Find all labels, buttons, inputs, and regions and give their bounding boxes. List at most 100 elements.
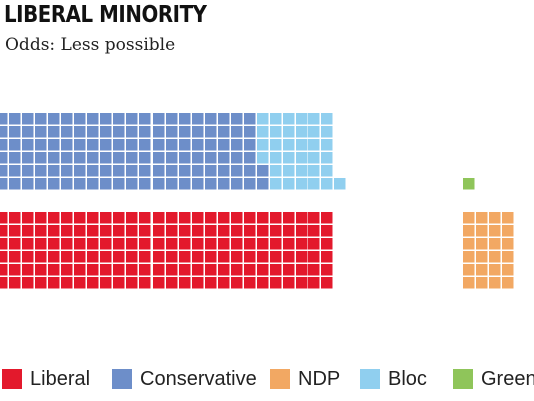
- seat-ndp: [489, 212, 501, 224]
- seat-conservative: [74, 113, 86, 125]
- seat-liberal: [257, 264, 269, 276]
- seat-bloc: [308, 178, 320, 190]
- seat-conservative: [139, 139, 151, 151]
- seat-liberal: [218, 238, 230, 250]
- seat-liberal: [126, 238, 138, 250]
- seat-conservative: [126, 178, 138, 190]
- seat-liberal: [296, 264, 308, 276]
- seat-conservative: [244, 165, 256, 177]
- seat-conservative: [100, 165, 112, 177]
- seat-conservative: [113, 139, 125, 151]
- seat-liberal: [139, 212, 151, 224]
- seat-liberal: [218, 264, 230, 276]
- seat-bloc: [283, 178, 295, 190]
- seat-liberal: [283, 225, 295, 237]
- seat-conservative: [231, 165, 243, 177]
- seat-liberal: [87, 238, 99, 250]
- seat-conservative: [61, 113, 73, 125]
- seat-ndp: [489, 251, 501, 263]
- seat-conservative: [61, 139, 73, 151]
- seat-conservative: [22, 113, 34, 125]
- seat-liberal: [270, 277, 282, 289]
- seat-liberal: [257, 251, 269, 263]
- seat-liberal: [9, 277, 21, 289]
- seat-bloc: [308, 165, 320, 177]
- seat-conservative: [113, 126, 125, 138]
- seat-conservative: [205, 139, 217, 151]
- seat-liberal: [321, 277, 333, 289]
- seat-conservative: [113, 152, 125, 164]
- seat-liberal: [35, 212, 47, 224]
- seat-bloc: [334, 178, 346, 190]
- seat-liberal: [153, 238, 165, 250]
- seat-conservative: [231, 178, 243, 190]
- seat-bloc: [308, 113, 320, 125]
- seat-conservative: [205, 165, 217, 177]
- seat-conservative: [166, 152, 178, 164]
- seat-liberal: [205, 225, 217, 237]
- seat-liberal: [139, 225, 151, 237]
- legend-label-bloc: Bloc: [388, 368, 427, 390]
- seat-bloc: [321, 152, 333, 164]
- seat-conservative: [192, 165, 204, 177]
- seat-conservative: [48, 165, 60, 177]
- seat-liberal: [244, 251, 256, 263]
- seat-conservative: [139, 165, 151, 177]
- seat-liberal: [231, 251, 243, 263]
- seat-liberal: [179, 212, 191, 224]
- seat-conservative: [48, 178, 60, 190]
- chart-subtitle: Odds: Less possible: [5, 35, 176, 55]
- seat-liberal: [308, 264, 320, 276]
- seat-bloc: [296, 139, 308, 151]
- seat-liberal: [296, 238, 308, 250]
- seat-conservative: [126, 139, 138, 151]
- seat-liberal: [192, 264, 204, 276]
- seat-conservative: [35, 126, 47, 138]
- seat-conservative: [0, 152, 8, 164]
- seat-conservative: [100, 139, 112, 151]
- seat-liberal: [48, 225, 60, 237]
- seat-liberal: [244, 212, 256, 224]
- seat-liberal: [192, 277, 204, 289]
- seat-liberal: [308, 251, 320, 263]
- seat-liberal: [35, 225, 47, 237]
- seat-conservative: [257, 178, 269, 190]
- seat-liberal: [9, 238, 21, 250]
- seat-bloc: [321, 178, 333, 190]
- seat-liberal: [22, 264, 34, 276]
- seat-liberal: [87, 277, 99, 289]
- seat-waffle-chart: [0, 113, 514, 289]
- seat-conservative: [192, 113, 204, 125]
- seat-liberal: [270, 212, 282, 224]
- seat-ndp: [489, 225, 501, 237]
- seat-conservative: [244, 139, 256, 151]
- seat-liberal: [179, 277, 191, 289]
- seat-ndp: [502, 251, 514, 263]
- seat-liberal: [308, 238, 320, 250]
- seat-liberal: [205, 277, 217, 289]
- seat-liberal: [231, 264, 243, 276]
- seat-liberal: [100, 225, 112, 237]
- seat-conservative: [231, 139, 243, 151]
- seat-liberal: [231, 212, 243, 224]
- seat-ndp: [463, 264, 475, 276]
- seat-conservative: [9, 139, 21, 151]
- seat-bloc: [283, 113, 295, 125]
- seat-conservative: [100, 152, 112, 164]
- seat-conservative: [153, 165, 165, 177]
- seat-liberal: [283, 277, 295, 289]
- seat-liberal: [192, 225, 204, 237]
- chart-title: LIBERAL MINORITY: [4, 2, 207, 28]
- seat-conservative: [9, 113, 21, 125]
- seat-liberal: [321, 212, 333, 224]
- seat-ndp: [476, 212, 488, 224]
- seat-conservative: [74, 139, 86, 151]
- seat-conservative: [218, 113, 230, 125]
- seat-liberal: [113, 212, 125, 224]
- seat-bloc: [257, 126, 269, 138]
- seat-conservative: [244, 113, 256, 125]
- seat-liberal: [166, 264, 178, 276]
- seat-liberal: [74, 264, 86, 276]
- seat-conservative: [35, 165, 47, 177]
- seat-conservative: [113, 113, 125, 125]
